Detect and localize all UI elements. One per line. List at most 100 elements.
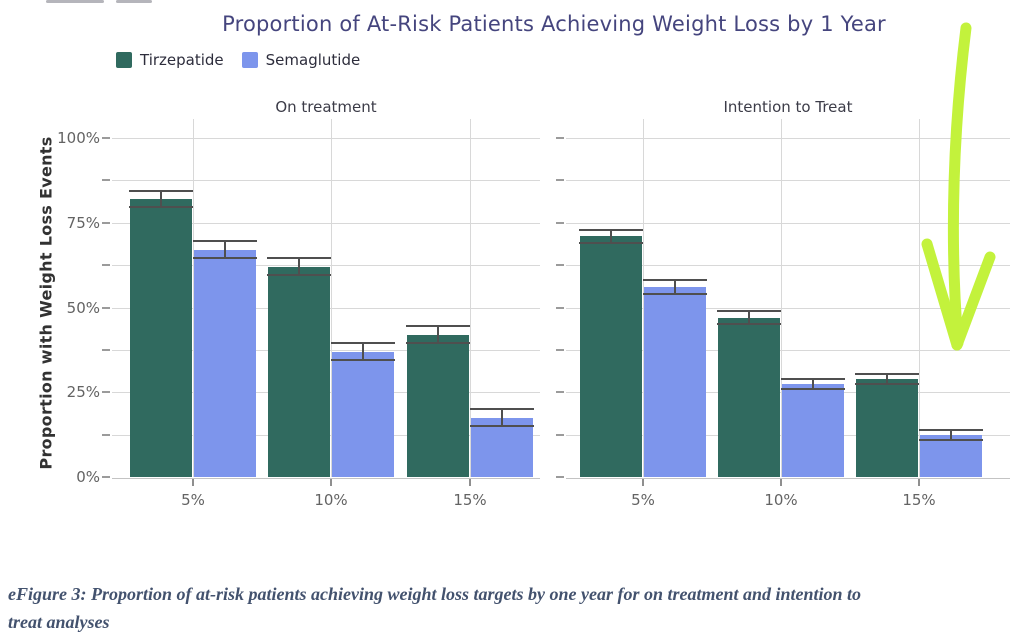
y-tick-mark	[556, 476, 564, 478]
panel-title-intention-to-treat: Intention to Treat	[723, 98, 853, 116]
errorbar-line	[362, 343, 364, 361]
errorbar-cap-upper	[919, 428, 983, 431]
errorbar-line	[437, 326, 439, 344]
x-tick-mark	[780, 479, 782, 486]
y-tick-mark	[102, 476, 110, 478]
errorbar-cap-upper	[267, 257, 331, 260]
y-tick-mark	[102, 179, 110, 182]
gridline-h	[112, 138, 540, 139]
errorbar-line	[950, 429, 952, 440]
legend-item-semaglutide: Semaglutide	[241, 51, 361, 69]
gridline-v	[643, 119, 644, 477]
y-tick-mark	[556, 306, 564, 309]
bar-semaglutide-5%	[644, 287, 706, 477]
panel-title-on-treatment: On treatment	[275, 98, 377, 116]
x-tick-label: 5%	[181, 491, 205, 509]
gridline-h	[566, 138, 1010, 139]
errorbar-cap-upper	[855, 372, 919, 375]
y-tick-mark	[556, 264, 564, 267]
y-tick-label: 75%	[66, 213, 100, 232]
caption-line-1: eFigure 3: Proportion of at-risk patient…	[8, 584, 862, 604]
x-axis-line	[112, 478, 540, 479]
y-tick-label: 50%	[66, 298, 100, 317]
legend-item-tirzepatide: Tirzepatide	[116, 51, 224, 69]
errorbar-cap-lower	[579, 242, 643, 245]
y-tick-mark	[102, 348, 110, 351]
y-tick-mark	[556, 221, 564, 224]
x-axis-line	[566, 478, 1010, 479]
errorbar-cap-upper	[643, 279, 707, 282]
gridline-h	[566, 265, 1010, 267]
x-tick-label: 5%	[631, 491, 655, 509]
errorbar-cap-upper	[129, 189, 193, 192]
legend: Tirzepatide Semaglutide	[116, 51, 360, 69]
gridline-v	[919, 119, 920, 477]
gridline-h	[566, 307, 1010, 309]
bar-semaglutide-15%	[920, 434, 982, 477]
gridline-v	[470, 119, 471, 477]
gridline-h	[112, 265, 540, 267]
hand-drawn-arrow-annotation	[921, 22, 996, 351]
x-tick-label: 15%	[902, 491, 936, 509]
bar-tirzepatide-5%	[130, 199, 192, 477]
errorbar-cap-upper	[331, 342, 395, 345]
gridline-v	[331, 119, 332, 477]
gridline-h	[112, 180, 540, 182]
y-tick-mark	[102, 433, 110, 436]
y-tick-mark	[102, 306, 110, 309]
y-tick-mark	[556, 433, 564, 436]
errorbar-cap-upper	[470, 408, 534, 411]
legend-label: Semaglutide	[265, 51, 361, 69]
errorbar-cap-lower	[331, 359, 395, 362]
gridline-h	[566, 349, 1010, 351]
x-tick-mark	[192, 479, 194, 486]
errorbar-cap-lower	[919, 438, 983, 441]
errorbar-line	[674, 280, 676, 294]
bar-tirzepatide-10%	[718, 317, 780, 477]
errorbar-cap-lower	[129, 206, 193, 209]
bar-semaglutide-10%	[332, 351, 394, 477]
gridline-h	[566, 222, 1010, 224]
errorbar-cap-lower	[406, 342, 470, 345]
bar-semaglutide-5%	[194, 249, 256, 477]
errorbar-cap-upper	[406, 325, 470, 328]
errorbar-cap-upper	[193, 240, 257, 243]
errorbar-line	[501, 409, 503, 427]
gridline-v	[781, 119, 782, 477]
bar-semaglutide-15%	[471, 417, 533, 477]
errorbar-cap-upper	[579, 228, 643, 231]
legend-label: Tirzepatide	[140, 51, 224, 69]
errorbar-line	[610, 229, 612, 244]
errorbar-cap-lower	[470, 425, 534, 428]
errorbar-cap-upper	[781, 377, 845, 380]
caption-line-2: treat analyses	[8, 611, 110, 632]
errorbar-line	[224, 241, 226, 259]
x-tick-mark	[642, 479, 644, 486]
y-tick-mark	[556, 137, 564, 139]
errorbar-line	[886, 373, 888, 384]
y-tick-mark	[102, 221, 110, 224]
y-tick-label: 0%	[76, 468, 100, 486]
cropped-text-artifact	[46, 0, 104, 3]
x-tick-mark	[918, 479, 920, 486]
bar-tirzepatide-5%	[580, 236, 642, 477]
errorbar-cap-upper	[717, 309, 781, 312]
bar-tirzepatide-15%	[407, 334, 469, 477]
errorbar-cap-lower	[193, 257, 257, 260]
gridline-h	[566, 180, 1010, 182]
y-tick-mark	[556, 179, 564, 182]
errorbar-line	[160, 190, 162, 208]
errorbar-line	[748, 310, 750, 325]
errorbar-cap-lower	[781, 387, 845, 390]
y-tick-label: 25%	[66, 383, 100, 402]
errorbar-cap-lower	[643, 292, 707, 295]
errorbar-line	[812, 378, 814, 389]
gridline-v	[193, 119, 194, 477]
y-tick-label: 100%	[57, 129, 100, 147]
figure-caption: eFigure 3: Proportion of at-risk patient…	[8, 581, 1020, 637]
bar-semaglutide-10%	[782, 383, 844, 477]
legend-swatch-semaglutide	[241, 52, 258, 68]
x-tick-mark	[469, 479, 471, 486]
y-tick-mark	[556, 348, 564, 351]
